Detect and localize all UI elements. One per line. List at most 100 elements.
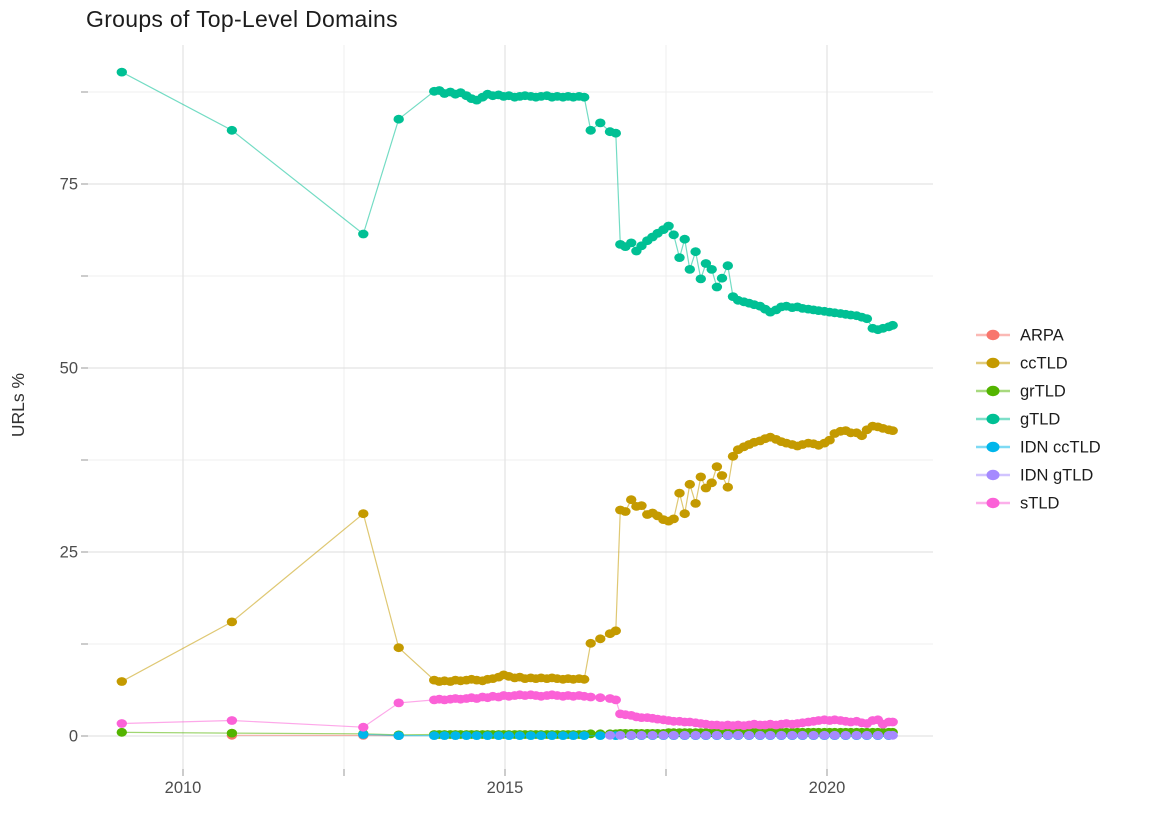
data-point [808, 731, 818, 740]
data-point [723, 731, 733, 740]
y-tick-label: 75 [60, 176, 78, 194]
data-point [712, 283, 722, 292]
data-point [595, 634, 605, 643]
data-point [712, 462, 722, 471]
legend-key-point [987, 330, 1000, 340]
data-point [680, 509, 690, 518]
data-point [117, 677, 127, 686]
legend-item-stld: sTLD [976, 495, 1060, 513]
data-point [636, 731, 646, 740]
data-point [626, 239, 636, 248]
y-tick-label: 0 [69, 728, 78, 746]
y-tick-label: 50 [60, 360, 78, 378]
data-point [733, 731, 743, 740]
axis-ticks [81, 92, 827, 776]
series-gtld [117, 68, 898, 334]
data-point [429, 731, 439, 740]
legend-label: ccTLD [1020, 355, 1068, 373]
data-point [611, 626, 621, 635]
data-point [595, 731, 605, 740]
data-point [579, 93, 589, 102]
data-point [586, 693, 596, 702]
data-point [674, 253, 684, 262]
data-point [680, 235, 690, 244]
x-tick-label: 2015 [487, 779, 524, 797]
legend-key-point [987, 414, 1000, 424]
legend-key-point [987, 358, 1000, 368]
data-point [586, 639, 596, 648]
data-point [862, 314, 872, 323]
data-point [888, 731, 898, 740]
data-point [658, 731, 668, 740]
data-point [888, 718, 898, 727]
data-point [394, 643, 404, 652]
data-point [526, 731, 536, 740]
legend-label: IDN gTLD [1020, 467, 1093, 485]
data-point [888, 426, 898, 435]
data-point [358, 723, 368, 732]
data-point [358, 230, 368, 239]
chart-title: Groups of Top-Level Domains [86, 6, 398, 32]
data-point [558, 731, 568, 740]
data-point [680, 731, 690, 740]
data-point [712, 731, 722, 740]
data-point [696, 473, 706, 482]
data-point [504, 731, 514, 740]
data-point [717, 274, 727, 283]
data-point [536, 731, 546, 740]
data-point [579, 731, 589, 740]
data-point [690, 247, 700, 256]
data-point [482, 731, 492, 740]
series-cctld [117, 422, 898, 686]
data-point [394, 731, 404, 740]
data-point [690, 499, 700, 508]
data-point [797, 731, 807, 740]
data-point [568, 731, 578, 740]
data-point [862, 731, 872, 740]
data-series-layer [117, 68, 898, 740]
data-point [669, 515, 679, 524]
data-point [690, 731, 700, 740]
gridlines-minor [88, 45, 933, 769]
data-point [723, 261, 733, 270]
gridlines-major [88, 45, 933, 769]
data-point [461, 731, 471, 740]
legend-key-point [987, 470, 1000, 480]
legend-key-point [987, 498, 1000, 508]
data-point [472, 731, 482, 740]
data-point [227, 729, 237, 738]
data-point [888, 321, 898, 330]
legend-key-point [987, 442, 1000, 452]
data-point [685, 265, 695, 274]
data-point [358, 509, 368, 518]
data-point [685, 480, 695, 489]
data-point [611, 696, 621, 705]
data-point [515, 731, 525, 740]
data-point [615, 731, 625, 740]
data-point [669, 731, 679, 740]
data-point [765, 731, 775, 740]
x-tick-label: 2020 [809, 779, 846, 797]
data-point [586, 126, 596, 135]
data-point [117, 68, 127, 77]
data-point [830, 731, 840, 740]
y-axis-title: URLs % [8, 373, 28, 437]
data-point [873, 731, 883, 740]
data-point [620, 507, 630, 516]
legend-item-idn-gtld: IDN gTLD [976, 467, 1093, 485]
legend-label: sTLD [1020, 495, 1060, 513]
x-tick-label: 2010 [165, 779, 202, 797]
legend-label: gTLD [1020, 411, 1060, 429]
data-point [755, 731, 765, 740]
data-point [663, 222, 673, 231]
series-line [122, 72, 893, 330]
data-point [227, 618, 237, 627]
data-point [841, 731, 851, 740]
data-point [717, 471, 727, 480]
data-point [117, 719, 127, 728]
data-point [117, 728, 127, 737]
y-tick-label: 25 [60, 544, 78, 562]
data-point [707, 265, 717, 274]
data-point [647, 731, 657, 740]
